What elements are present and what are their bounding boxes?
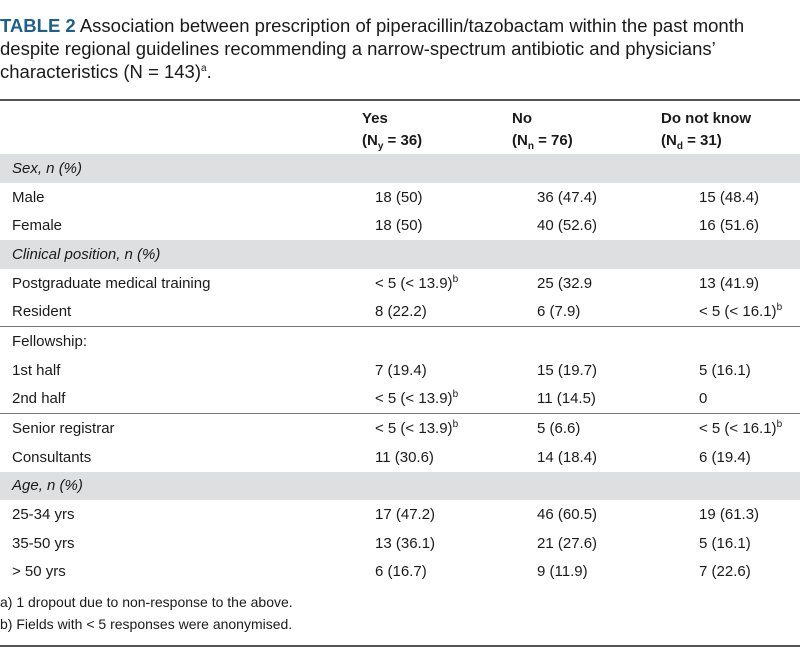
row-label: > 50 yrs [12, 563, 66, 581]
table-row: Fellowship: [0, 326, 800, 356]
caption-footnote-marker: a [201, 62, 207, 74]
cell-no: 9 (11.9) [537, 563, 588, 581]
cell-no [525, 326, 687, 356]
row-label: Senior registrar [0, 413, 363, 443]
table-row: Senior registrar < 5 (< 13.9)b 5 (6.6) < 5 … [0, 413, 800, 443]
cell-do-not-know [687, 471, 800, 501]
cell-yes: 18 (50) [375, 217, 423, 235]
column-title: Yes [362, 110, 388, 127]
table-caption: TABLE 2 Association between prescription… [0, 14, 790, 83]
cell-no: 11 (14.5) [537, 390, 596, 408]
row-label: Age, n (%) [0, 471, 363, 501]
column-header-yes: Yes (Ny = 36) [362, 108, 422, 152]
row-label: Consultants [12, 448, 92, 466]
cell-no [525, 471, 687, 501]
cell-no: 25 (32.9 [537, 274, 593, 292]
table-row: 2nd half < 5 (< 13.9)b 11 (14.5) 0 [0, 385, 800, 414]
cell-yes: < 5 (< 13.9)b [375, 389, 459, 408]
table-section-row: Clinical position, n (%) [0, 240, 800, 269]
table-row: Consultants 11 (30.6) 14 (18.4) 6 (19.4) [0, 443, 800, 472]
footnote-marker: b [452, 389, 459, 401]
table-section-row: Age, n (%) [0, 471, 800, 501]
cell-no: 21 (27.6) [537, 534, 598, 552]
cell-do-not-know: 5 (16.1) [699, 361, 751, 379]
cell-yes: 13 (36.1) [375, 534, 436, 552]
cell-yes [363, 471, 525, 501]
cell-no: 14 (18.4) [537, 448, 598, 466]
footnote-marker: b [452, 273, 459, 285]
cell-do-not-know: 19 (61.3) [699, 506, 760, 524]
caption-end: . [206, 61, 212, 82]
cell-no: 6 (7.9) [537, 303, 581, 321]
column-header-do-not-know: Do not know (Nd = 31) [661, 108, 751, 152]
cell-do-not-know [687, 326, 800, 356]
table-row: 1st half 7 (19.4) 15 (19.7) 5 (16.1) [0, 356, 800, 385]
cell-yes: < 5 (< 13.9)b [363, 413, 525, 443]
row-label: Clinical position, n (%) [0, 240, 363, 269]
cell-do-not-know: < 5 (< 16.1)b [699, 302, 783, 321]
cell-yes [363, 240, 525, 269]
cell-do-not-know [687, 154, 800, 183]
row-label: Resident [12, 303, 72, 321]
cell-do-not-know: 6 (19.4) [699, 448, 751, 466]
row-label: Female [12, 217, 63, 235]
bottom-rule [0, 645, 800, 647]
row-label: Male [12, 188, 45, 206]
cell-yes: 11 (30.6) [375, 448, 434, 466]
column-count: (Nd = 31) [661, 132, 722, 152]
cell-no: 36 (47.4) [537, 188, 598, 206]
footnote-marker: b [776, 302, 783, 314]
cell-do-not-know: 16 (51.6) [699, 217, 760, 235]
row-label: Postgraduate medical training [12, 274, 211, 292]
cell-no [525, 154, 687, 183]
table-row: Female 18 (50) 40 (52.6) 16 (51.6) [0, 211, 800, 240]
cell-no: 40 (52.6) [537, 217, 598, 235]
cell-do-not-know: 15 (48.4) [699, 188, 760, 206]
cell-yes: 17 (47.2) [375, 506, 436, 524]
table-row: Postgraduate medical training < 5 (< 13.9… [0, 269, 800, 298]
table-row: Resident 8 (22.2) 6 (7.9) < 5 (< 16.1)b [0, 297, 800, 326]
cell-yes: 7 (19.4) [375, 361, 427, 379]
table-row: 25-34 yrs 17 (47.2) 46 (60.5) 19 (61.3) [0, 500, 800, 529]
cell-yes: 8 (22.2) [375, 303, 427, 321]
cell-do-not-know: 5 (16.1) [699, 534, 751, 552]
column-count: (Ny = 36) [362, 132, 423, 152]
cell-no: 15 (19.7) [537, 361, 598, 379]
table-label: TABLE 2 [0, 15, 76, 36]
row-label: Sex, n (%) [0, 154, 363, 183]
cell-no: 5 (6.6) [525, 413, 687, 443]
table-row: 35-50 yrs 13 (36.1) 21 (27.6) 5 (16.1) [0, 529, 800, 558]
row-label: 25-34 yrs [12, 506, 75, 524]
row-label: Fellowship: [0, 326, 363, 356]
row-label: 1st half [12, 361, 61, 379]
row-label: 2nd half [12, 390, 66, 408]
header-rule [0, 99, 800, 101]
cell-yes: < 5 (< 13.9)b [375, 273, 459, 292]
column-count: (Nn = 76) [512, 132, 573, 152]
footnote-b: b) Fields with < 5 responses were anonym… [0, 616, 293, 632]
footnote-a: a) 1 dropout due to non-response to the … [0, 594, 293, 610]
cell-no: 46 (60.5) [537, 506, 598, 524]
cell-do-not-know: 7 (22.6) [699, 563, 751, 581]
footnote-marker: b [452, 419, 459, 431]
cell-yes [363, 326, 525, 356]
data-table: Sex, n (%) Male 18 (50) 36 (47.4) 15 (48.4) F… [0, 154, 800, 586]
cell-do-not-know: 13 (41.9) [699, 274, 760, 292]
cell-yes: 18 (50) [375, 188, 423, 206]
table-section-row: Sex, n (%) [0, 154, 800, 183]
cell-yes [363, 154, 525, 183]
column-title: No [512, 110, 532, 127]
cell-yes: 6 (16.7) [375, 563, 427, 581]
row-label: 35-50 yrs [12, 534, 75, 552]
footnote-marker: b [776, 419, 783, 431]
column-header-no: No (Nn = 76) [512, 108, 573, 152]
cell-do-not-know [687, 240, 800, 269]
column-title: Do not know [661, 110, 751, 127]
cell-do-not-know: 0 [699, 390, 708, 408]
table-row: > 50 yrs 6 (16.7) 9 (11.9) 7 (22.6) [0, 558, 800, 587]
cell-do-not-know: < 5 (< 16.1)b [687, 413, 800, 443]
caption-text: Association between prescription of pipe… [0, 15, 745, 82]
cell-no [525, 240, 687, 269]
table-row: Male 18 (50) 36 (47.4) 15 (48.4) [0, 183, 800, 212]
